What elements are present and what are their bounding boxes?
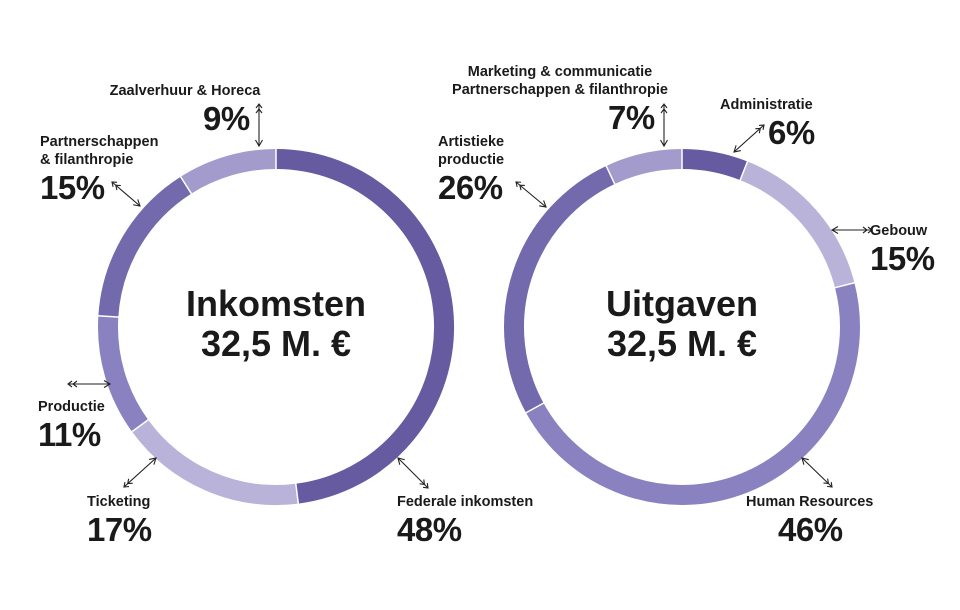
slice-name-line: Artistieke [438,134,505,150]
leader-partnerschappen-head [133,199,141,207]
leader-partnerschappen [111,181,141,207]
leader-federale-fletching [419,479,429,489]
slice-name: Gebouw [870,223,928,239]
slice-label-productie: Productie 11% [38,398,105,454]
slice-value: 15% [40,169,105,206]
leader-marketing-head [660,139,668,148]
leader-zaalverhuur-head [255,139,263,148]
leader-human-resources [801,457,833,488]
slice-value: 26% [438,169,503,206]
donut-slice-administratie [681,149,748,181]
leader-gebouw-head [830,226,839,234]
slice-separator [605,164,616,186]
slice-name: Federale inkomsten [397,494,534,510]
slice-name-line: productie [438,152,505,168]
leader-artistieke-head [539,200,547,208]
leader-productie-fletching [67,380,78,388]
slice-value: 48% [397,511,462,548]
leader-marketing-fletching [660,103,668,114]
slice-label-zaalverhuur: Zaalverhuur & Horeca 9% [95,82,275,138]
donut-title: Inkomsten [185,283,367,324]
slice-name-line: Partnerschappen [40,134,159,150]
slice-name: Administratie [720,97,813,113]
slice-label-marketing: Marketing & communicatie Partnerschappen… [430,63,690,137]
slice-label-partnerschappen: Partnerschappen & filanthropie 15% [40,133,158,207]
slice-label-artistieke: Artistieke productie 26% [438,133,504,207]
leader-human-resources-head [801,457,809,465]
donut-slice-artistieke-productie [504,165,615,413]
leader-ticketing [123,457,157,488]
slice-name-line: Marketing & communicatie [467,64,653,80]
leader-arrows [67,103,873,489]
leader-zaalverhuur-fletching [255,103,263,114]
leader-productie-head [103,380,112,388]
slice-name: Zaalverhuur & Horeca [109,83,261,99]
slice-separator [833,281,856,289]
leader-gebouw-fletching [862,226,873,234]
leader-artistieke-fletching [515,181,525,191]
slice-value: 17% [87,511,152,548]
slice-label-federale: Federale inkomsten 48% [397,493,533,549]
slice-value: 7% [608,99,655,136]
slice-value: 46% [778,511,843,548]
leader-ticketing-head [149,457,157,465]
leader-administratie-fletching [755,124,765,134]
leader-administratie-head [733,145,741,153]
slice-value: 11% [38,416,101,453]
donut-center-inkomsten: Inkomsten 32,5 M. € [126,284,426,364]
leader-human-resources-fletching [823,478,833,488]
slice-label-administratie: Administratie 6% [720,96,815,152]
donut-slice-partnerschappen-filanthropie [98,176,192,318]
donut-slice-ticketing [132,419,299,505]
slice-separator [179,175,193,195]
slice-label-gebouw: Gebouw 15% [870,222,935,278]
donut-slice-human-resources [526,282,860,505]
slice-name: Ticketing [87,494,151,510]
leader-partnerschappen-fletching [111,181,121,191]
donut-center-uitgaven: Uitgaven 32,5 M. € [532,284,832,364]
donut-total: 32,5 M. € [200,323,352,364]
leader-administratie [733,124,765,153]
donut-title: Uitgaven [605,283,759,324]
slice-separator [524,401,545,414]
leader-artistieke [515,181,547,208]
slice-name-line: & filanthropie [40,152,134,168]
slice-separator [294,482,300,505]
leader-federale [397,457,429,489]
slice-separator [97,315,120,318]
donut-slice-marketing-communicatie-partnerschappen-filanthropie [606,149,683,185]
donut-slice-zaalverhuur-horeca [180,149,277,194]
donut-total: 32,5 M. € [606,323,758,364]
slice-value: 9% [203,100,250,137]
donut-uitgaven [504,148,860,505]
donut-slice-productie [98,315,149,432]
slice-value: 6% [768,114,815,151]
slice-separator [739,160,749,182]
leader-ticketing-fletching [123,478,133,488]
slice-name-line: Partnerschappen & filanthropie [452,82,668,98]
slice-name: Productie [38,399,105,415]
donut-slice-gebouw [740,161,855,288]
donut-slice-federale-inkomsten [275,149,454,504]
slice-label-ticketing: Ticketing 17% [87,493,152,549]
donut-inkomsten [97,148,454,505]
slice-value: 15% [870,240,935,277]
slice-name: Human Resources [746,494,874,510]
leader-federale-head [397,457,405,465]
slice-label-human-resources: Human Resources 46% [746,493,873,549]
slice-separator [130,418,150,433]
